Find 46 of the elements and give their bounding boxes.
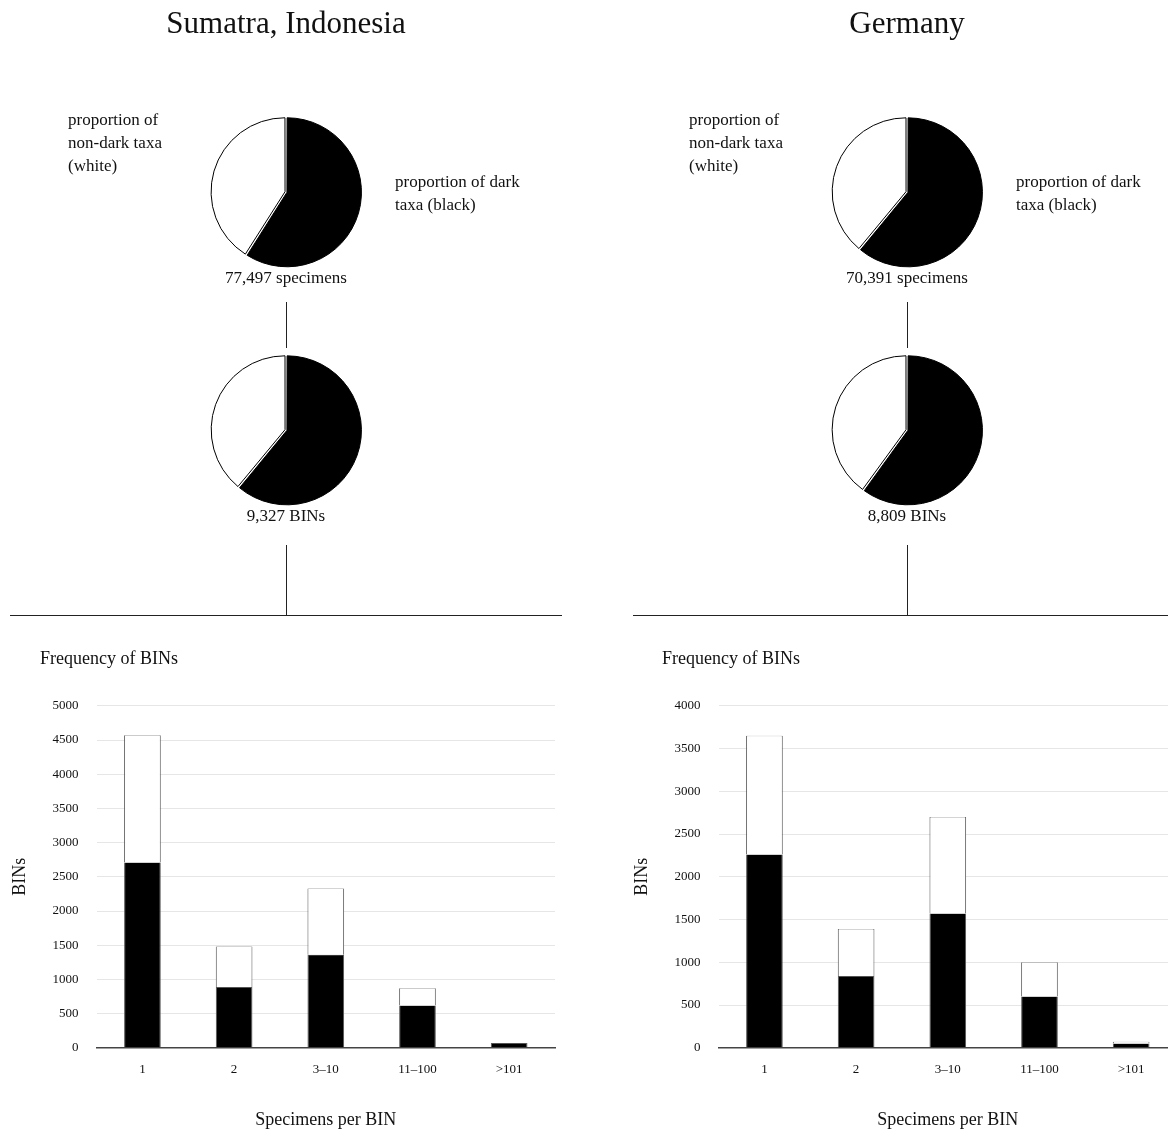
y-tick-label: 0 [694, 1039, 701, 1055]
slice-label: proportion of dark taxa (black) [1016, 171, 1142, 216]
y-tick-label: 1500 [52, 936, 79, 952]
y-tick-label: 5000 [52, 697, 79, 713]
y-tick-label: 1500 [674, 910, 701, 926]
chart-title: Sumatra, Indonesia [165, 5, 407, 41]
chart-title: Frequency of BINs [662, 648, 800, 669]
text: 77,497 specimens [224, 268, 348, 288]
y-axis-title: BINs [630, 857, 651, 896]
y-tick-label: 4000 [674, 697, 701, 713]
y-tick-label: 500 [681, 996, 701, 1012]
y-tick-label: 3500 [674, 739, 701, 755]
slice-label: proportion of dark taxa (black) [395, 171, 521, 216]
y-tick-label: 0 [72, 1039, 79, 1055]
y-tick-label: 2000 [52, 902, 79, 918]
y-tick-label: 3500 [52, 799, 79, 815]
slice-label: proportion of non-dark taxa (white) [689, 109, 784, 177]
y-tick-label: 3000 [52, 834, 79, 850]
y-tick-label: 500 [59, 1005, 79, 1021]
y-tick-label: 2000 [674, 868, 701, 884]
x-tick-label: 11–100 [1020, 1061, 1059, 1077]
text: 9,327 BINs [245, 506, 327, 526]
x-tick-label: 3–10 [934, 1061, 961, 1077]
slice-label: proportion of non-dark taxa (white) [68, 109, 163, 177]
x-tick-label: >101 [1117, 1061, 1145, 1077]
x-tick-label: 3–10 [312, 1061, 339, 1077]
y-tick-label: 2500 [674, 825, 701, 841]
y-tick-label: 1000 [52, 970, 79, 986]
y-tick-label: 1000 [674, 953, 701, 969]
x-tick-label: 2 [852, 1061, 860, 1077]
x-tick-label: 1 [139, 1061, 146, 1077]
y-tick-label: 4000 [52, 765, 79, 781]
y-tick-label: 2500 [52, 868, 79, 884]
y-tick-label: 4500 [52, 731, 79, 747]
x-tick-label: >101 [495, 1061, 523, 1077]
x-axis-title: Specimens per BIN [255, 1108, 397, 1129]
y-axis-title: BINs [8, 857, 29, 896]
chart-title: Frequency of BINs [40, 648, 178, 669]
text: 70,391 specimens [845, 268, 969, 288]
chart-title: Germany [848, 5, 966, 41]
x-tick-label: 1 [761, 1061, 768, 1077]
text: 8,809 BINs [866, 506, 948, 526]
x-axis-title: Specimens per BIN [877, 1108, 1019, 1129]
x-tick-label: 11–100 [398, 1061, 437, 1077]
x-tick-label: 2 [230, 1061, 238, 1077]
y-tick-label: 3000 [674, 782, 701, 798]
